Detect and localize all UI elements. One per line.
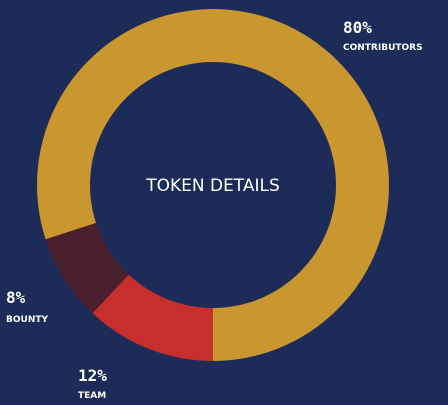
value-label: 12% [78,366,107,385]
value-label: 80% [343,18,372,37]
category-label: BOUNTY [6,315,48,325]
chart-title: TOKEN DETAILS [145,176,280,196]
donut-slice [92,274,213,361]
donut-slice [45,223,129,314]
category-label: TEAM [78,391,106,401]
value-label: 8% [6,288,26,307]
category-label: CONTRIBUTORS [343,43,423,53]
donut-slice [37,9,390,362]
